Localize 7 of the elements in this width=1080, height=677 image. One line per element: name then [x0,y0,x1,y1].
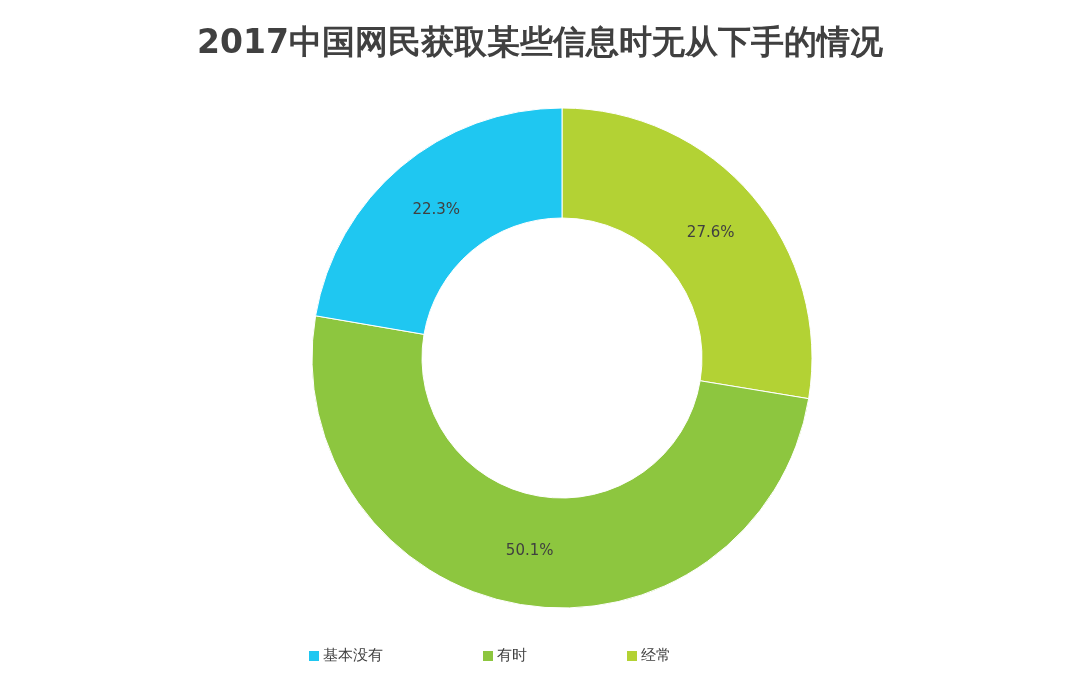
data-label: 50.1% [505,541,554,560]
chart-title: 2017中国网民获取某些信息时无从下手的情况 [196,21,884,63]
legend-label: 经常 [641,646,671,664]
data-label: 27.6% [686,222,735,241]
legend-label: 有时 [497,646,527,664]
legend-label: 基本没有 [323,646,383,664]
data-label: 22.3% [412,199,461,218]
